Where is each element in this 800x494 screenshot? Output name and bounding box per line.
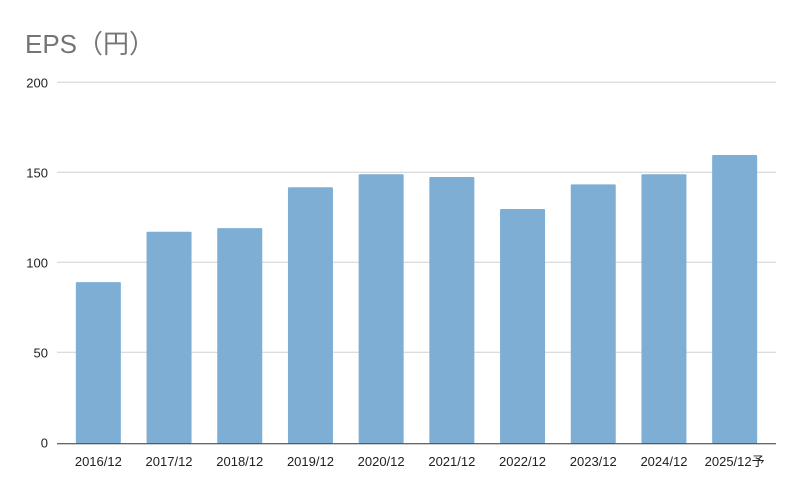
bar <box>358 174 404 444</box>
bar <box>570 184 616 444</box>
x-tick-label: 2018/12 <box>216 454 263 469</box>
x-tick-label: 2021/12 <box>428 454 475 469</box>
y-tick-label: 200 <box>26 75 48 90</box>
bar <box>75 282 121 444</box>
x-tick-label: 2017/12 <box>146 454 193 469</box>
x-tick-label: 2025/12予 <box>705 454 765 469</box>
y-tick-label: 0 <box>41 435 48 450</box>
bar <box>146 231 192 444</box>
y-tick-label: 50 <box>34 345 48 360</box>
x-tick-label: 2019/12 <box>287 454 334 469</box>
x-tick-label: 2022/12 <box>499 454 546 469</box>
chart-title: EPS（円） <box>25 29 156 59</box>
x-tick-label: 2024/12 <box>640 454 687 469</box>
bar <box>500 209 546 444</box>
x-tick-label: 2016/12 <box>75 454 122 469</box>
x-tick-label: 2023/12 <box>570 454 617 469</box>
bar <box>641 174 687 444</box>
bar <box>217 228 263 444</box>
bar <box>287 187 333 444</box>
x-tick-label: 2020/12 <box>358 454 405 469</box>
y-tick-label: 100 <box>26 255 48 270</box>
bar <box>712 155 758 444</box>
y-tick-label: 150 <box>26 165 48 180</box>
bar <box>429 176 475 444</box>
